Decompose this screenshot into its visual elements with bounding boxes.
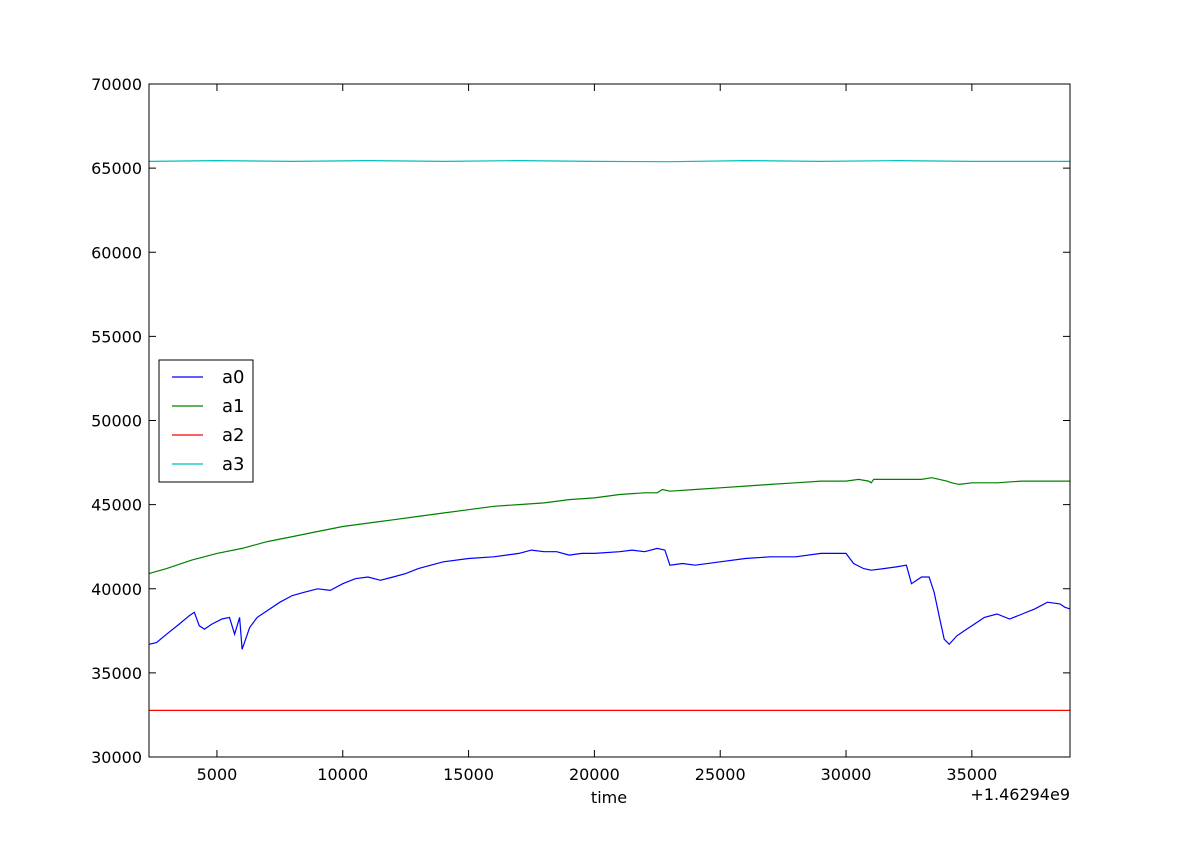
x-tick-label: 10000 bbox=[317, 765, 368, 784]
legend-box bbox=[158, 359, 254, 483]
x-offset-label: +1.46294e9 bbox=[970, 785, 1070, 804]
tick-layer: 5000 10000 15000 20000 25000 30000 35000 30000 3… bbox=[91, 75, 1070, 784]
y-tick-label: 55000 bbox=[91, 327, 142, 346]
y-tick-label: 65000 bbox=[91, 159, 142, 178]
x-tick-label: 30000 bbox=[821, 765, 872, 784]
x-tick-label: 5000 bbox=[197, 765, 238, 784]
x-tick-label: 35000 bbox=[946, 765, 997, 784]
y-tick-label: 70000 bbox=[91, 75, 142, 94]
x-tick-label: 15000 bbox=[443, 765, 494, 784]
legend-label-a0: a0 bbox=[222, 367, 244, 388]
legend: a0 a1 a2 a3 bbox=[158, 359, 254, 483]
legend-label-a1: a1 bbox=[222, 396, 244, 417]
y-tick-label: 40000 bbox=[91, 580, 142, 599]
series-line-a1 bbox=[148, 477, 1070, 575]
legend-label-a3: a3 bbox=[222, 454, 244, 475]
x-axis-label: time bbox=[591, 788, 627, 807]
series-layer bbox=[148, 159, 1071, 711]
series-line-a3 bbox=[148, 159, 1070, 163]
y-tick-label: 30000 bbox=[91, 748, 142, 767]
x-tick-label: 25000 bbox=[695, 765, 746, 784]
y-tick-label: 45000 bbox=[91, 496, 142, 515]
y-tick-label: 60000 bbox=[91, 243, 142, 262]
plot-frame bbox=[148, 83, 1071, 758]
y-tick-label: 50000 bbox=[91, 412, 142, 431]
y-tick-label: 35000 bbox=[91, 664, 142, 683]
legend-label-a2: a2 bbox=[222, 425, 244, 446]
series-line-a0 bbox=[148, 547, 1071, 650]
x-tick-label: 20000 bbox=[569, 765, 620, 784]
